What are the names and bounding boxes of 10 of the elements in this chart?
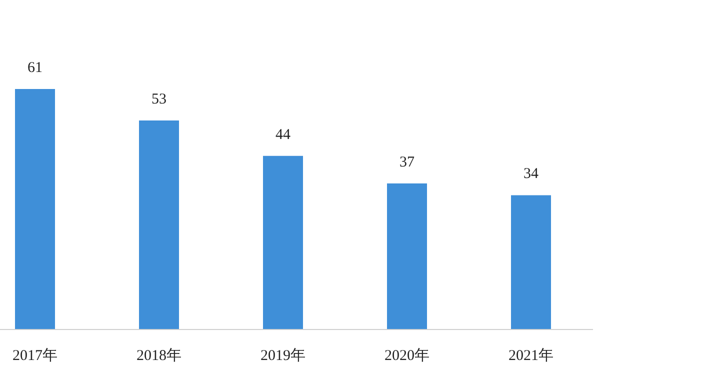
data-label: 53 xyxy=(152,91,166,108)
data-label: 44 xyxy=(276,126,291,143)
x-tick-label: 2018年 xyxy=(136,347,182,364)
data-label: 34 xyxy=(524,166,539,182)
x-tick-label: 2019年 xyxy=(260,347,306,364)
x-tick-label: 2020年 xyxy=(384,347,430,364)
x-tick-label: 2021年 xyxy=(508,347,554,364)
data-label: 37 xyxy=(400,154,415,170)
data-label: 61 xyxy=(28,60,42,76)
x-tick-label: 2017年 xyxy=(12,347,58,364)
